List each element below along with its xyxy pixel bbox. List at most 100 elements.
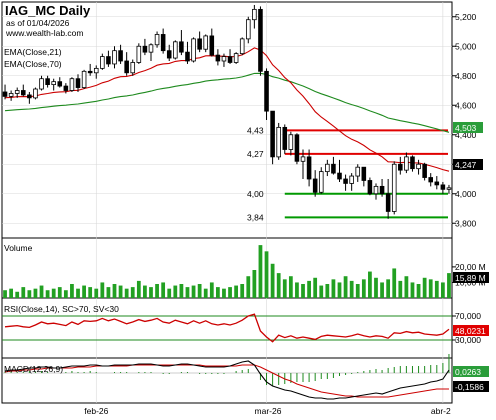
candle-body <box>130 62 136 74</box>
rsi-tick-label: 30,000 <box>455 335 481 345</box>
level-label: 4,00 <box>247 189 264 199</box>
volume-bar <box>398 280 403 298</box>
candle <box>264 68 269 120</box>
volume-bar <box>9 288 14 298</box>
volume-bar <box>264 251 269 298</box>
rsi-last-value: 48,0231 <box>455 326 486 336</box>
rsi-line <box>4 313 450 343</box>
candle <box>361 166 367 187</box>
candle <box>343 174 348 191</box>
volume-bar <box>295 282 299 298</box>
candle <box>270 110 275 165</box>
candle-body <box>69 78 75 91</box>
volume-bar <box>428 279 433 298</box>
candle-body <box>252 8 257 21</box>
volume-bar <box>136 280 141 298</box>
candle <box>282 124 288 154</box>
candle <box>209 28 215 57</box>
price-last-value: 4,247 <box>455 160 477 170</box>
candle-body <box>81 70 87 88</box>
candle-body <box>410 156 415 170</box>
macd-line <box>4 360 450 400</box>
volume-bar <box>392 268 397 298</box>
volume-bar <box>282 279 287 298</box>
candle-body <box>270 110 275 158</box>
volume-bar <box>88 287 93 298</box>
candle <box>100 53 105 70</box>
candle-body <box>2 91 8 97</box>
candle <box>294 133 300 165</box>
candle-body <box>233 53 239 63</box>
candle-body <box>355 166 361 177</box>
candle <box>391 161 397 215</box>
volume-bar <box>33 288 38 298</box>
candle <box>179 30 184 56</box>
volume-bar <box>325 284 330 298</box>
axis-labels: 5,2005,0004,8004,6004,4004,2004,0003,800… <box>84 12 485 416</box>
volume-bar <box>416 284 421 298</box>
candle-body <box>20 90 26 96</box>
volume-bar <box>386 279 391 298</box>
x-tick-label: feb-26 <box>84 406 108 416</box>
candle <box>154 31 160 48</box>
candle <box>245 16 251 44</box>
candle <box>221 53 227 67</box>
volume-bar <box>197 284 202 298</box>
volume-bar <box>307 280 311 298</box>
candle-body <box>185 51 190 62</box>
candle-body <box>100 56 105 69</box>
candle-body <box>422 163 427 178</box>
candle <box>306 149 312 187</box>
price-tick-label: 4,800 <box>455 71 477 81</box>
candle <box>288 131 294 156</box>
ema70-line <box>4 72 450 133</box>
candle-body <box>385 193 391 212</box>
candle <box>440 181 446 194</box>
price-candles <box>2 4 452 219</box>
macd-lines <box>2 354 452 400</box>
signal-last-value: -0,1586 <box>455 382 484 392</box>
ema-lines <box>4 47 450 172</box>
candle-body <box>398 163 403 171</box>
candle-body <box>63 85 69 91</box>
candle <box>81 69 87 90</box>
candle <box>33 87 38 100</box>
ema70-legend: EMA(Close,70) <box>4 59 62 69</box>
candle-body <box>209 35 215 56</box>
candle-body <box>440 184 446 190</box>
level-label: 4,43 <box>247 125 264 135</box>
candle-body <box>154 34 160 46</box>
volume-bar <box>319 285 324 298</box>
volume-bar <box>276 273 281 298</box>
level-label: 4,27 <box>247 149 264 159</box>
volume-bar <box>70 284 74 298</box>
macd-last-value: 0,0263 <box>455 367 481 377</box>
candle-body <box>239 38 245 55</box>
candle <box>136 43 142 64</box>
candle-body <box>124 60 129 74</box>
volume-bar <box>440 282 445 298</box>
x-tick-label: mar-26 <box>255 406 282 416</box>
price-tick-label: 3,800 <box>455 218 477 228</box>
volume-bar <box>143 285 147 298</box>
candle-body <box>428 177 434 183</box>
candle <box>185 41 190 64</box>
candle-body <box>75 78 81 88</box>
candle <box>142 38 148 56</box>
candle <box>227 49 233 64</box>
candle <box>233 52 239 64</box>
candle <box>27 91 32 104</box>
candle-body <box>197 38 202 50</box>
volume-bar <box>240 284 245 298</box>
volume-bar <box>82 285 86 298</box>
candle <box>404 152 409 174</box>
volume-bar <box>355 284 360 298</box>
volume-bar <box>222 288 226 298</box>
candle <box>130 59 136 76</box>
candle <box>318 167 324 194</box>
candle-body <box>373 185 379 195</box>
volume-bar <box>106 287 111 298</box>
candle-body <box>14 90 20 94</box>
volume-bar <box>434 280 439 298</box>
candle-body <box>391 163 397 212</box>
